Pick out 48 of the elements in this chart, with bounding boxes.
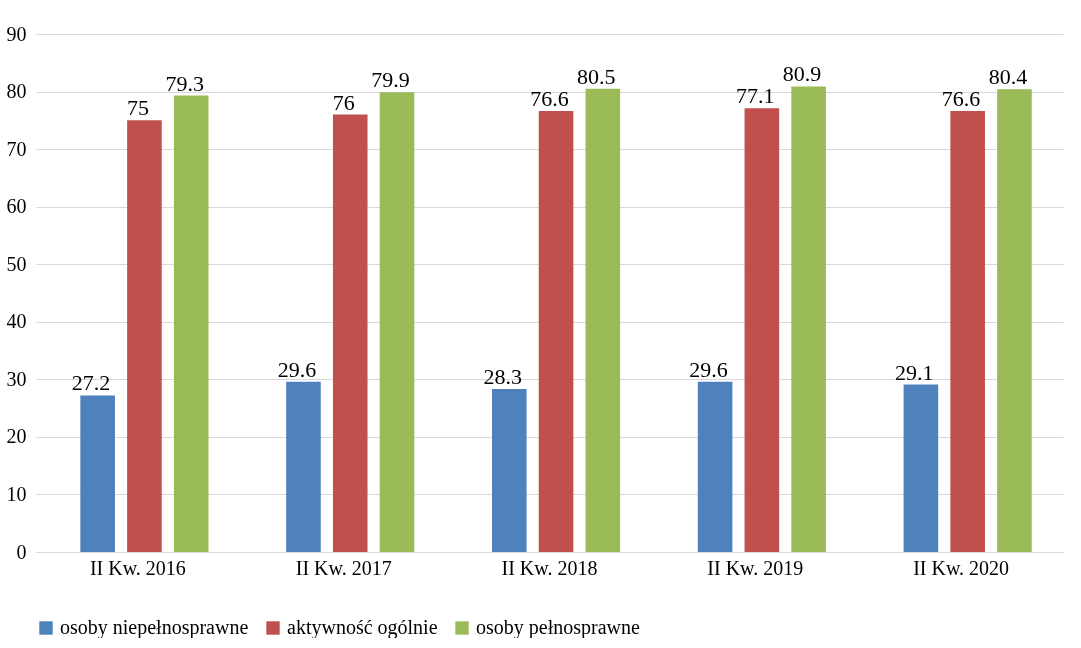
legend-label: aktywność ogólnie	[287, 616, 438, 639]
data-label: 27.2	[71, 370, 111, 396]
data-label: 76	[332, 89, 355, 115]
data-label: 29.6	[277, 356, 317, 382]
y-tick-label: 90	[6, 22, 27, 45]
bar	[697, 381, 733, 552]
bar	[744, 108, 780, 552]
bar	[791, 86, 826, 552]
data-label: 79.3	[165, 70, 204, 96]
data-label: 29.1	[895, 359, 934, 385]
bar	[80, 395, 115, 552]
legend-label: osoby pełnosprawne	[476, 616, 640, 639]
data-label: 80.5	[577, 63, 616, 89]
bar	[127, 120, 162, 552]
y-tick-label: 10	[6, 482, 27, 505]
bar	[491, 389, 527, 552]
data-label: 28.3	[483, 364, 522, 390]
bar	[903, 384, 939, 552]
y-tick-label: 50	[6, 252, 27, 275]
x-tick-label: II Kw. 2017	[295, 556, 392, 579]
bar	[538, 111, 574, 552]
bar	[997, 89, 1032, 552]
y-tick-label: 20	[6, 425, 27, 448]
bar	[173, 95, 209, 552]
legend-label: osoby niepełnosprawne	[60, 616, 249, 639]
data-label: 75	[126, 95, 149, 121]
x-tick-label: II Kw. 2018	[501, 556, 598, 579]
data-label: 79.9	[371, 67, 410, 93]
y-tick-label: 80	[6, 80, 27, 103]
data-label: 76.6	[530, 86, 569, 112]
x-tick-label: II Kw. 2016	[89, 556, 186, 579]
bar	[332, 114, 368, 552]
x-tick-label: II Kw. 2019	[707, 556, 804, 579]
bar	[950, 111, 985, 552]
data-label: 80.4	[988, 64, 1028, 90]
data-label: 76.6	[941, 86, 981, 112]
y-tick-label: 0	[16, 540, 27, 563]
bar	[286, 381, 321, 552]
x-tick-label: II Kw. 2020	[913, 556, 1010, 579]
data-label: 29.6	[689, 356, 728, 382]
y-tick-label: 60	[6, 195, 27, 218]
y-tick-label: 30	[6, 367, 27, 390]
bar	[379, 92, 415, 552]
y-tick-label: 40	[6, 310, 27, 333]
data-label: 80.9	[782, 61, 822, 87]
y-tick-label: 70	[6, 137, 27, 160]
bar	[585, 88, 621, 552]
data-label: 77.1	[736, 83, 775, 109]
